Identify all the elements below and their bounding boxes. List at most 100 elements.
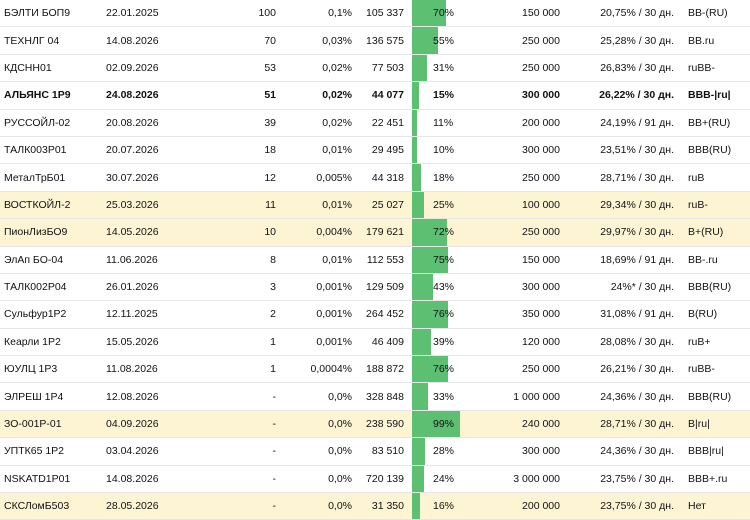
table-row[interactable]: ВОСТКОЙЛ-2 25.03.2026 11 0,01% 25 027 25% 100 … <box>0 191 750 220</box>
yield-cell: 28,71% / 30 дн. <box>560 410 674 439</box>
table-row[interactable]: ЭЛРЕШ 1Р4 12.08.2026-0,0% 328 848 33% 1 000 … <box>0 382 750 411</box>
placement-bar-fill <box>412 410 460 437</box>
rating-cell: BBB(RU) <box>674 136 750 165</box>
volume-cell: 29 495 <box>352 136 404 165</box>
share-cell: 0,01% <box>276 246 352 274</box>
bond-name-cell: ВОСТКОЙЛ-2 <box>0 191 104 220</box>
share-cell: 0,0% <box>276 437 352 466</box>
rating-cell: B+(RU) <box>674 218 750 247</box>
table-row[interactable]: ЭлАп БО-04 11.06.2026 8 0,01% 112 553 75% 150 … <box>0 246 750 274</box>
issue-size-cell: 250 000 <box>498 355 560 384</box>
yield-cell: 25,28% / 30 дн. <box>560 26 674 55</box>
maturity-date-cell: 26.01.2026 <box>104 273 218 302</box>
volume-cell: 129 509 <box>352 273 404 302</box>
placement-bar-label: 16% <box>433 500 455 513</box>
bond-name-cell: Сульфур1Р2 <box>0 300 104 329</box>
yield-cell: 23,51% / 30 дн. <box>560 136 674 165</box>
table-row[interactable]: ЗО-001Р-01 04.09.2026-0,0% 238 590 99% 240 0… <box>0 410 750 439</box>
count-cell: 100 <box>218 0 276 28</box>
placement-bar-label: 31% <box>433 61 455 74</box>
placement-bar-cell: 15% <box>412 81 498 110</box>
placement-bar-fill <box>412 109 418 136</box>
placement-bar-label: 76% <box>433 363 455 376</box>
issue-size-cell: 150 000 <box>498 246 560 274</box>
bond-name-cell: ЭЛРЕШ 1Р4 <box>0 382 104 411</box>
spacer-cell <box>404 273 412 302</box>
table-row[interactable]: БЭЛТИ БОП9 22.01.2025 100 0,1% 105 337 70% 150… <box>0 0 750 28</box>
table-row[interactable]: Сульфур1Р2 12.11.2025 2 0,001% 264 452 76% 350… <box>0 300 750 329</box>
placement-bar-fill <box>412 27 439 54</box>
yield-cell: 20,75% / 30 дн. <box>560 0 674 28</box>
placement-bar-fill <box>412 356 449 382</box>
rating-cell: BBB|ru| <box>674 437 750 466</box>
placement-bar-cell: 33% <box>412 382 498 411</box>
placement-bar-fill <box>412 328 431 355</box>
issue-size-cell: 250 000 <box>498 163 560 192</box>
yield-cell: 29,97% / 30 дн. <box>560 218 674 247</box>
volume-cell: 179 621 <box>352 218 404 247</box>
placement-bar-label: 24% <box>433 472 455 485</box>
spacer-cell <box>404 191 412 220</box>
yield-cell: 24%* / 30 дн. <box>560 273 674 302</box>
table-row[interactable]: ТАЛК002Р04 26.01.2026 3 0,001% 129 509 43% 300… <box>0 273 750 302</box>
placement-bar-fill <box>412 164 421 191</box>
placement-bar-cell: 18% <box>412 163 498 192</box>
table-row[interactable]: СКСЛомБ503 28.05.2026-0,0% 31 350 16% 200 00… <box>0 492 750 520</box>
table-row[interactable]: ТЕХНЛГ 04 14.08.2026 70 0,03% 136 575 55% 250 … <box>0 26 750 55</box>
maturity-date-cell: 11.08.2026 <box>104 355 218 384</box>
yield-cell: 24,36% / 30 дн. <box>560 382 674 411</box>
table-row[interactable]: NSKATD1P01 14.08.2026-0,0% 720 139 24% 3 000… <box>0 465 750 494</box>
bond-name-cell: КДСНН01 <box>0 54 104 83</box>
volume-cell: 44 077 <box>352 81 404 110</box>
spacer-cell <box>404 0 412 28</box>
issue-size-cell: 3 000 000 <box>498 465 560 494</box>
bond-name-cell: ЮУЛЦ 1Р3 <box>0 355 104 384</box>
table-row[interactable]: Кеарли 1Р2 15.05.2026 1 0,001% 46 409 39% 120 … <box>0 328 750 357</box>
spacer-cell <box>404 109 412 137</box>
issue-size-cell: 300 000 <box>498 81 560 110</box>
volume-cell: 77 503 <box>352 54 404 83</box>
table-row[interactable]: УПТК65 1Р2 03.04.2026-0,0% 83 510 28% 300 00… <box>0 437 750 466</box>
share-cell: 0,001% <box>276 328 352 357</box>
bond-name-cell: ТАЛК003Р01 <box>0 136 104 165</box>
table-row[interactable]: МеталТрБ01 30.07.2026 12 0,005% 44 318 18% 250… <box>0 163 750 192</box>
issue-size-cell: 250 000 <box>498 54 560 83</box>
placement-bar-fill <box>412 383 428 410</box>
spacer-cell <box>404 54 412 83</box>
table-row[interactable]: РУССОЙЛ-02 20.08.2026 39 0,02% 22 451 11% 200 … <box>0 109 750 137</box>
count-cell: 18 <box>218 136 276 165</box>
share-cell: 0,005% <box>276 163 352 192</box>
yield-cell: 28,71% / 30 дн. <box>560 163 674 192</box>
table-row[interactable]: АЛЬЯНС 1Р9 24.08.2026 51 0,02% 44 077 15% 300 … <box>0 81 750 110</box>
volume-cell: 22 451 <box>352 109 404 137</box>
rating-cell: ruB- <box>674 191 750 220</box>
table-row[interactable]: КДСНН01 02.09.2026 53 0,02% 77 503 31% 250 000… <box>0 54 750 83</box>
placement-bar-label: 99% <box>433 418 455 431</box>
share-cell: 0,02% <box>276 54 352 83</box>
yield-cell: 29,34% / 30 дн. <box>560 191 674 220</box>
yield-cell: 24,36% / 30 дн. <box>560 437 674 466</box>
placement-bar-label: 39% <box>433 335 455 348</box>
maturity-date-cell: 12.11.2025 <box>104 300 218 329</box>
count-cell: 1 <box>218 355 276 384</box>
count-cell: - <box>218 492 276 520</box>
placement-bar-fill <box>412 246 448 273</box>
maturity-date-cell: 02.09.2026 <box>104 54 218 83</box>
spacer-cell <box>404 492 412 520</box>
placement-bar-cell: 75% <box>412 246 498 274</box>
issue-size-cell: 240 000 <box>498 410 560 439</box>
yield-cell: 23,75% / 30 дн. <box>560 465 674 494</box>
placement-bar-label: 25% <box>433 198 455 211</box>
rating-cell: BB-.ru <box>674 246 750 274</box>
maturity-date-cell: 30.07.2026 <box>104 163 218 192</box>
placement-bar-label: 15% <box>433 89 455 102</box>
placement-bar-fill <box>412 301 449 328</box>
count-cell: - <box>218 382 276 411</box>
yield-cell: 26,83% / 30 дн. <box>560 54 674 83</box>
table-row[interactable]: ЮУЛЦ 1Р3 11.08.2026 1 0,0004% 188 872 76% 250 … <box>0 355 750 384</box>
share-cell: 0,0% <box>276 465 352 494</box>
table-row[interactable]: ПионЛизБО9 14.05.2026 10 0,004% 179 621 72% 25… <box>0 218 750 247</box>
count-cell: 8 <box>218 246 276 274</box>
table-row[interactable]: ТАЛК003Р01 20.07.2026 18 0,01% 29 495 10% 300 … <box>0 136 750 165</box>
